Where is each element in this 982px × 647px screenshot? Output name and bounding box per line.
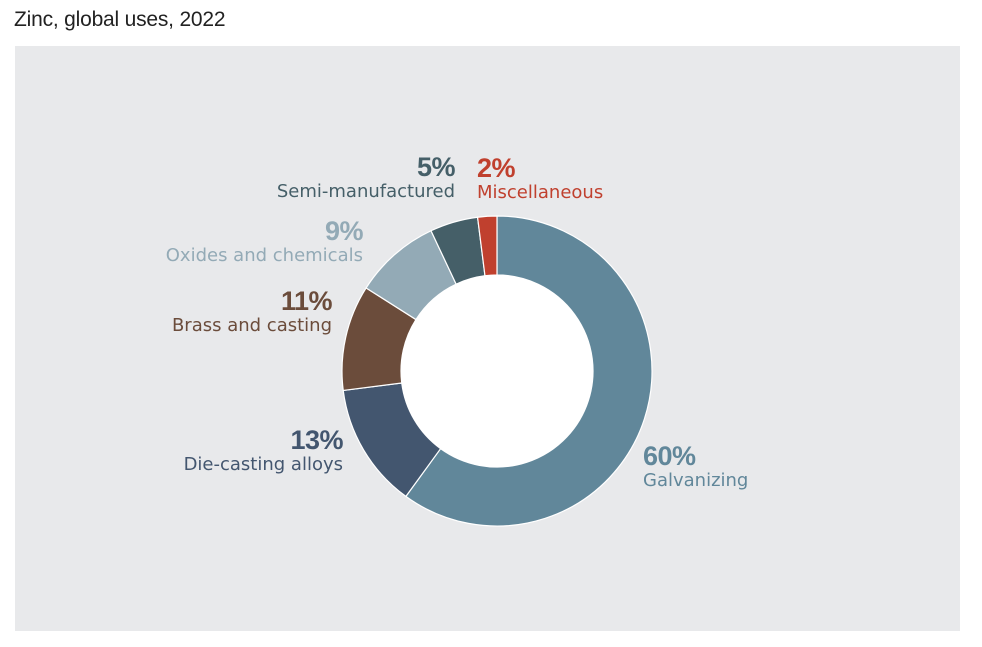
slice-label-oxides-and-chemicals: 9% Oxides and chemicals xyxy=(165,216,364,267)
donut-hole xyxy=(401,275,593,467)
slice-label-brass-and-casting: 11% Brass and casting xyxy=(171,286,333,337)
slice-category: Semi-manufactured xyxy=(276,181,455,202)
chart-panel: 60% Galvanizing 13% Die-casting alloys 1… xyxy=(15,46,960,631)
slice-percent: 60% xyxy=(643,441,696,471)
slice-category: Oxides and chemicals xyxy=(165,245,363,266)
slice-category: Die-casting alloys xyxy=(183,454,343,475)
slice-category: Miscellaneous xyxy=(477,182,604,203)
slice-label-galvanizing: 60% Galvanizing xyxy=(643,442,748,492)
slice-percent: 2% xyxy=(477,153,516,183)
slice-percent: 11% xyxy=(280,286,333,316)
slice-percent: 5% xyxy=(416,152,456,182)
chart-title: Zinc, global uses, 2022 xyxy=(14,8,226,31)
slice-label-miscellaneous: 2% Miscellaneous xyxy=(477,154,603,204)
slice-label-die-casting-alloys: 13% Die-casting alloys xyxy=(183,425,344,476)
slice-category: Galvanizing xyxy=(643,470,749,491)
slice-label-semi-manufactured: 5% Semi-manufactured xyxy=(276,152,456,203)
slice-percent: 13% xyxy=(290,425,343,455)
donut-chart xyxy=(341,215,653,527)
slice-percent: 9% xyxy=(324,216,364,246)
slice-category: Brass and casting xyxy=(171,315,332,336)
